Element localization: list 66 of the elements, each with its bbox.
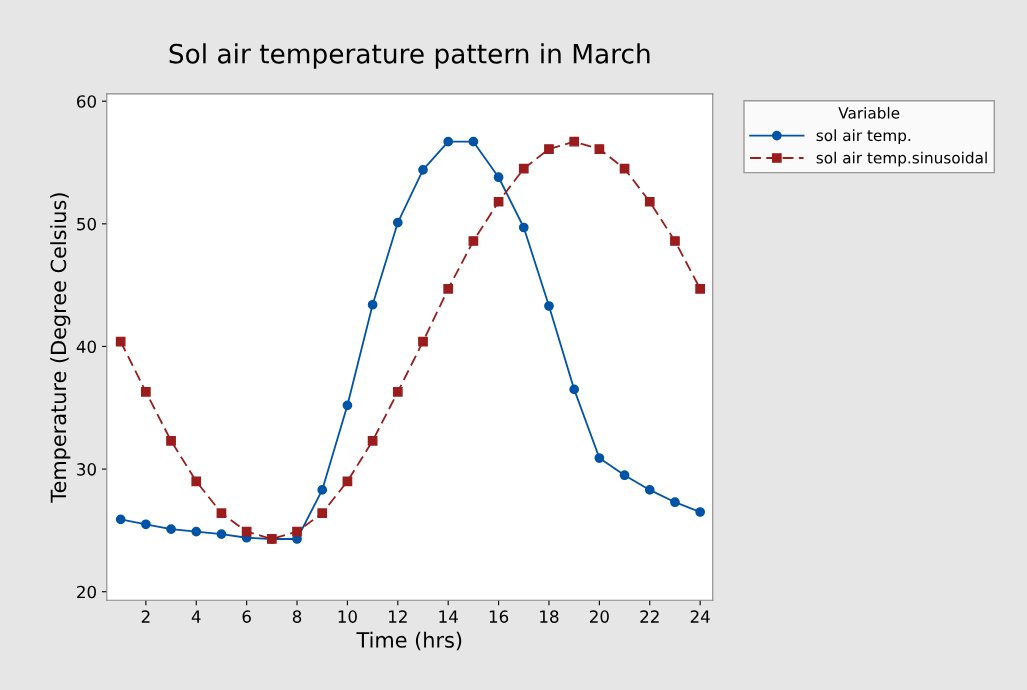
point xyxy=(569,384,580,395)
point xyxy=(418,336,428,347)
point xyxy=(367,299,378,310)
point xyxy=(518,163,529,174)
point xyxy=(594,453,605,463)
point xyxy=(544,144,554,154)
point xyxy=(518,222,529,233)
point xyxy=(166,524,176,535)
x-axis-title: Time (hrs) xyxy=(356,631,462,651)
y-tick-label: 30 xyxy=(77,463,96,476)
point xyxy=(392,217,403,228)
point xyxy=(544,301,554,311)
point xyxy=(166,436,176,446)
y-axis-title: Temperature (Degree Celsius) xyxy=(50,193,71,503)
x-tick-label: 2 xyxy=(141,610,150,623)
point xyxy=(191,526,202,537)
point xyxy=(216,508,227,519)
point xyxy=(367,436,378,446)
point xyxy=(695,283,706,294)
x-tick-label: 12 xyxy=(389,610,407,623)
x-tick-label: 16 xyxy=(489,610,509,623)
point xyxy=(468,236,479,246)
x-tick-label: 14 xyxy=(439,610,458,623)
x-tick-label: 10 xyxy=(338,610,357,623)
point xyxy=(191,476,202,487)
x-tick-label: 20 xyxy=(589,610,609,623)
legend-title: Variable xyxy=(838,106,900,119)
point xyxy=(644,485,655,495)
x-tick-label: 6 xyxy=(242,610,251,623)
y-tick-label: 40 xyxy=(76,340,96,354)
point xyxy=(468,136,479,147)
point xyxy=(670,236,680,246)
legend-label: sol air temp.sinusoidal xyxy=(816,151,987,167)
point xyxy=(594,144,605,154)
point xyxy=(140,519,151,530)
y-tick-label: 60 xyxy=(77,95,96,108)
point xyxy=(443,283,454,294)
point xyxy=(670,497,680,508)
point xyxy=(140,386,151,397)
chart-title: Sol air temperature pattern in March xyxy=(169,43,650,69)
point xyxy=(493,172,504,183)
point xyxy=(644,196,655,207)
x-tick-label: 8 xyxy=(292,610,302,623)
y-tick-label: 20 xyxy=(77,585,96,599)
point xyxy=(619,470,630,481)
point xyxy=(115,336,126,347)
point xyxy=(695,507,706,517)
point xyxy=(418,165,428,175)
point xyxy=(216,529,227,539)
point xyxy=(317,485,328,495)
y-tick-label: 50 xyxy=(77,217,96,231)
point xyxy=(392,386,403,397)
point xyxy=(443,136,454,147)
x-tick-label: 4 xyxy=(191,610,201,623)
x-tick-label: 18 xyxy=(540,610,559,623)
point xyxy=(292,526,302,537)
point xyxy=(115,514,126,525)
point xyxy=(569,136,580,147)
point xyxy=(619,163,630,174)
legend-label: sol air temp. xyxy=(816,129,911,145)
x-tick-label: 22 xyxy=(640,610,659,623)
point xyxy=(493,196,504,207)
x-tick-label: 24 xyxy=(690,610,710,623)
point xyxy=(342,476,353,487)
point xyxy=(342,400,353,411)
point xyxy=(317,508,328,519)
